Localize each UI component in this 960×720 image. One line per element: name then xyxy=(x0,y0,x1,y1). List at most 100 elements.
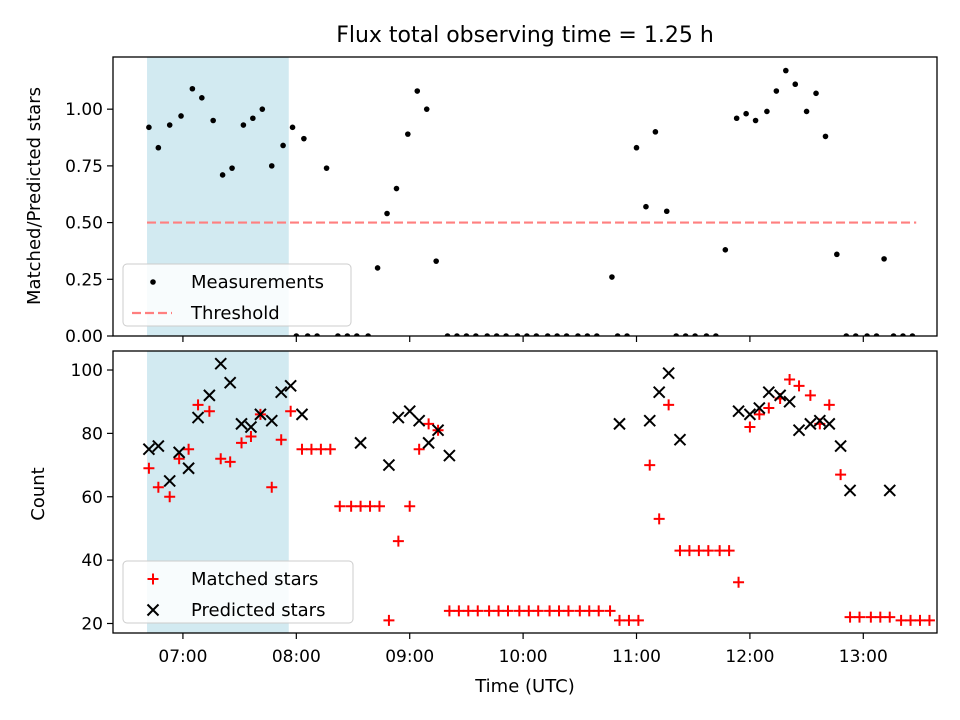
legend: Measurements Threshold xyxy=(122,263,352,327)
x-tick-label: 10:00 xyxy=(499,647,548,667)
data-point xyxy=(752,117,759,124)
data-point xyxy=(250,115,256,122)
data-point xyxy=(803,108,810,115)
data-point xyxy=(199,95,205,101)
data-point xyxy=(305,443,317,455)
data-point xyxy=(643,414,656,427)
data-point xyxy=(203,389,216,402)
data-point xyxy=(229,165,235,171)
data-point xyxy=(403,404,416,418)
data-point xyxy=(923,614,935,626)
data-point xyxy=(484,333,491,336)
data-point xyxy=(275,434,287,446)
data-point xyxy=(852,333,859,336)
data-point xyxy=(152,481,164,493)
data-point xyxy=(443,605,455,617)
data-point xyxy=(792,81,799,88)
data-point xyxy=(443,449,456,462)
chart-title: Flux total observing time = 1.25 h xyxy=(336,23,714,48)
data-point xyxy=(155,144,162,151)
y-tick-label: 20 xyxy=(81,614,103,634)
data-point xyxy=(433,258,439,264)
legend-label: Measurements xyxy=(191,272,324,293)
data-point xyxy=(613,614,625,626)
data-point xyxy=(274,385,288,399)
data-point xyxy=(523,605,535,617)
data-point xyxy=(354,436,367,450)
data-point xyxy=(462,605,474,617)
data-point xyxy=(463,333,470,336)
data-point xyxy=(532,605,544,617)
data-point xyxy=(773,389,787,402)
data-point xyxy=(244,420,258,434)
data-point xyxy=(345,500,357,512)
data-point xyxy=(382,458,396,472)
data-point xyxy=(334,500,346,512)
data-point xyxy=(744,421,756,433)
data-point xyxy=(854,611,866,623)
data-point xyxy=(235,417,248,431)
data-point xyxy=(236,437,248,449)
data-point xyxy=(793,380,805,392)
data-point xyxy=(431,424,445,437)
y-tick-label: 100 xyxy=(71,361,103,381)
data-point xyxy=(713,333,719,336)
data-point xyxy=(164,491,176,503)
data-point xyxy=(323,165,330,171)
data-point xyxy=(453,605,465,617)
data-point xyxy=(723,545,735,557)
data-point xyxy=(623,614,635,626)
data-point xyxy=(652,129,659,135)
data-point xyxy=(285,405,297,417)
data-point xyxy=(513,605,525,617)
data-point xyxy=(423,106,430,112)
data-point xyxy=(881,256,887,262)
data-point xyxy=(673,433,687,446)
data-point xyxy=(444,333,451,336)
data-point xyxy=(813,414,827,427)
data-point xyxy=(865,611,877,623)
data-point xyxy=(355,500,367,512)
data-point xyxy=(553,605,565,617)
legend-box xyxy=(122,560,354,624)
data-point xyxy=(834,439,847,453)
data-point xyxy=(662,366,675,380)
data-point xyxy=(644,459,656,471)
data-point xyxy=(733,115,740,122)
data-point xyxy=(503,333,509,336)
y-tick-label: 0.75 xyxy=(65,157,103,177)
legend: Matched stars Predicted stars xyxy=(122,560,354,624)
data-point xyxy=(583,605,595,617)
data-point xyxy=(835,469,847,481)
data-point xyxy=(843,333,850,336)
data-point xyxy=(405,131,411,137)
data-point xyxy=(493,605,505,617)
data-point xyxy=(533,333,540,336)
y-axis-label-top: Matched/Predicted stars xyxy=(24,87,45,305)
data-point xyxy=(315,443,327,455)
data-point xyxy=(344,333,351,336)
data-point xyxy=(624,333,630,336)
bottom-panel: 20 40 60 80 100 07:00 08:00 09:00 10:00 11:00 12:0… xyxy=(71,350,938,667)
data-point xyxy=(335,333,341,336)
data-point xyxy=(304,333,311,336)
data-point xyxy=(224,456,236,468)
data-point xyxy=(219,172,226,178)
data-point xyxy=(215,453,227,465)
data-point xyxy=(314,333,320,336)
data-point xyxy=(743,110,749,117)
data-point xyxy=(293,333,300,336)
data-point xyxy=(544,333,551,336)
x-tick-label: 12:00 xyxy=(725,647,774,667)
data-point xyxy=(393,185,400,192)
legend-label: Matched stars xyxy=(191,569,318,590)
series-matched-stars xyxy=(143,374,935,626)
data-point xyxy=(632,614,644,626)
data-point xyxy=(493,333,500,336)
y-tick-label: 0.25 xyxy=(65,270,103,290)
data-point xyxy=(412,414,426,427)
axes-frame xyxy=(112,350,938,634)
data-point xyxy=(773,88,780,94)
data-point xyxy=(604,605,616,617)
data-point xyxy=(562,605,574,617)
